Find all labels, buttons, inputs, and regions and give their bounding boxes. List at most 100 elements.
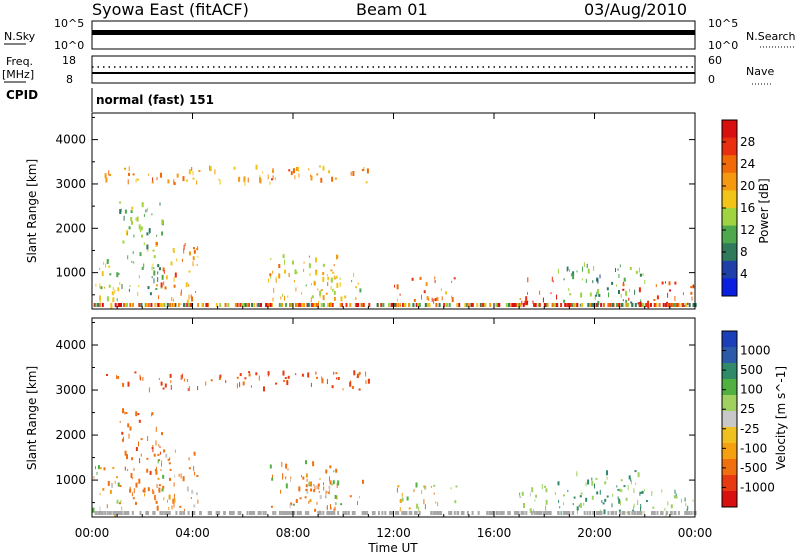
freq-tick-bottom: 8 <box>66 73 73 86</box>
scatter-cell <box>661 511 664 515</box>
scatter-cell <box>519 496 522 499</box>
scatter-cell <box>231 511 234 515</box>
scatter-cell <box>133 488 135 494</box>
scatter-cell <box>362 303 365 307</box>
scatter-cell <box>600 511 603 515</box>
scatter-cell <box>434 280 436 283</box>
scatter-cell <box>161 511 164 515</box>
scatter-cell <box>101 511 104 515</box>
scatter-cell <box>329 476 330 482</box>
scatter-cell <box>567 489 569 492</box>
scatter-cell <box>537 303 540 307</box>
scatter-cell <box>319 495 322 500</box>
scatter-cell <box>544 511 546 515</box>
scatter-cell <box>606 287 609 291</box>
scatter-cell <box>517 511 520 515</box>
scatter-cell <box>660 511 663 515</box>
scatter-cell <box>628 475 631 480</box>
scatter-cell <box>237 511 240 515</box>
scatter-cell <box>197 246 199 251</box>
scatter-cell <box>161 274 164 280</box>
scatter-cell <box>196 475 199 477</box>
scatter-cell <box>415 482 418 488</box>
scatter-cell <box>670 504 673 509</box>
scatter-cell <box>205 303 208 307</box>
scatter-cell <box>130 473 133 478</box>
colorbar-tick-label: 16 <box>740 201 755 215</box>
scatter-cell <box>563 299 566 303</box>
scatter-cell <box>316 485 319 490</box>
scatter-cell <box>423 290 426 294</box>
scatter-cell <box>172 250 175 253</box>
scatter-cell <box>189 251 191 256</box>
scatter-cell <box>290 478 291 482</box>
scatter-cell <box>495 303 498 307</box>
scatter-cell <box>153 255 156 259</box>
scatter-cell <box>284 377 287 380</box>
scatter-cell <box>112 511 115 515</box>
scatter-cell <box>122 408 124 414</box>
scatter-cell <box>290 171 293 176</box>
scatter-cell <box>131 220 133 225</box>
scatter-cell <box>143 263 145 268</box>
scatter-cell <box>573 496 576 499</box>
nave-tick-top: 60 <box>708 54 722 67</box>
scatter-cell <box>173 182 176 185</box>
scatter-cell <box>622 299 624 302</box>
scatter-cell <box>184 243 186 246</box>
scatter-cell <box>186 303 189 307</box>
scatter-cell <box>140 376 142 381</box>
scatter-cell <box>328 170 330 174</box>
scatter-cell <box>634 303 637 307</box>
scatter-cell <box>336 495 338 500</box>
scatter-cell <box>141 202 144 208</box>
scatter-cell <box>124 411 126 415</box>
date-title: 03/Aug/2010 <box>584 0 687 19</box>
scatter-cell <box>557 481 560 486</box>
scatter-cell <box>357 282 359 285</box>
scatter-cell <box>690 291 693 295</box>
scatter-cell <box>127 255 129 260</box>
scatter-cell <box>467 303 470 307</box>
scatter-cell <box>673 303 676 307</box>
scatter-cell <box>454 500 457 504</box>
scatter-cell <box>585 497 588 502</box>
scatter-cell <box>651 511 654 515</box>
scatter-cell <box>576 270 578 273</box>
scatter-cell <box>581 303 583 307</box>
scatter-cell <box>456 511 459 515</box>
scatter-cell <box>335 372 338 375</box>
scatter-cell <box>284 295 285 301</box>
scatter-cell <box>581 278 583 281</box>
scatter-cell <box>353 511 356 515</box>
scatter-cell <box>595 511 598 515</box>
scatter-cell <box>287 375 290 379</box>
scatter-cell <box>636 511 639 515</box>
scatter-cell <box>210 379 213 382</box>
scatter-cell <box>119 502 121 505</box>
scatter-cell <box>361 169 364 172</box>
scatter-cell <box>680 498 682 503</box>
scatter-cell <box>435 511 438 515</box>
scatter-cell <box>260 303 262 307</box>
scatter-cell <box>576 506 579 511</box>
scatter-cell <box>484 303 487 307</box>
scatter-cell <box>106 259 109 265</box>
scatter-cell <box>93 476 95 479</box>
scatter-cell <box>335 502 337 505</box>
scatter-cell <box>631 303 634 307</box>
scatter-cell <box>127 179 129 185</box>
scatter-cell <box>107 480 110 486</box>
scatter-cell <box>333 264 335 267</box>
scatter-cell <box>675 493 677 497</box>
scatter-cell <box>108 284 111 288</box>
scatter-cell <box>289 303 292 307</box>
scatter-cell <box>305 484 308 488</box>
scatter-cell <box>545 511 548 515</box>
scatter-cell <box>152 445 154 448</box>
scatter-cell <box>160 469 162 472</box>
x-tick-label: 04:00 <box>175 526 210 540</box>
scatter-cell <box>271 178 273 181</box>
scatter-cell <box>331 511 334 515</box>
scatter-cell <box>105 263 107 268</box>
